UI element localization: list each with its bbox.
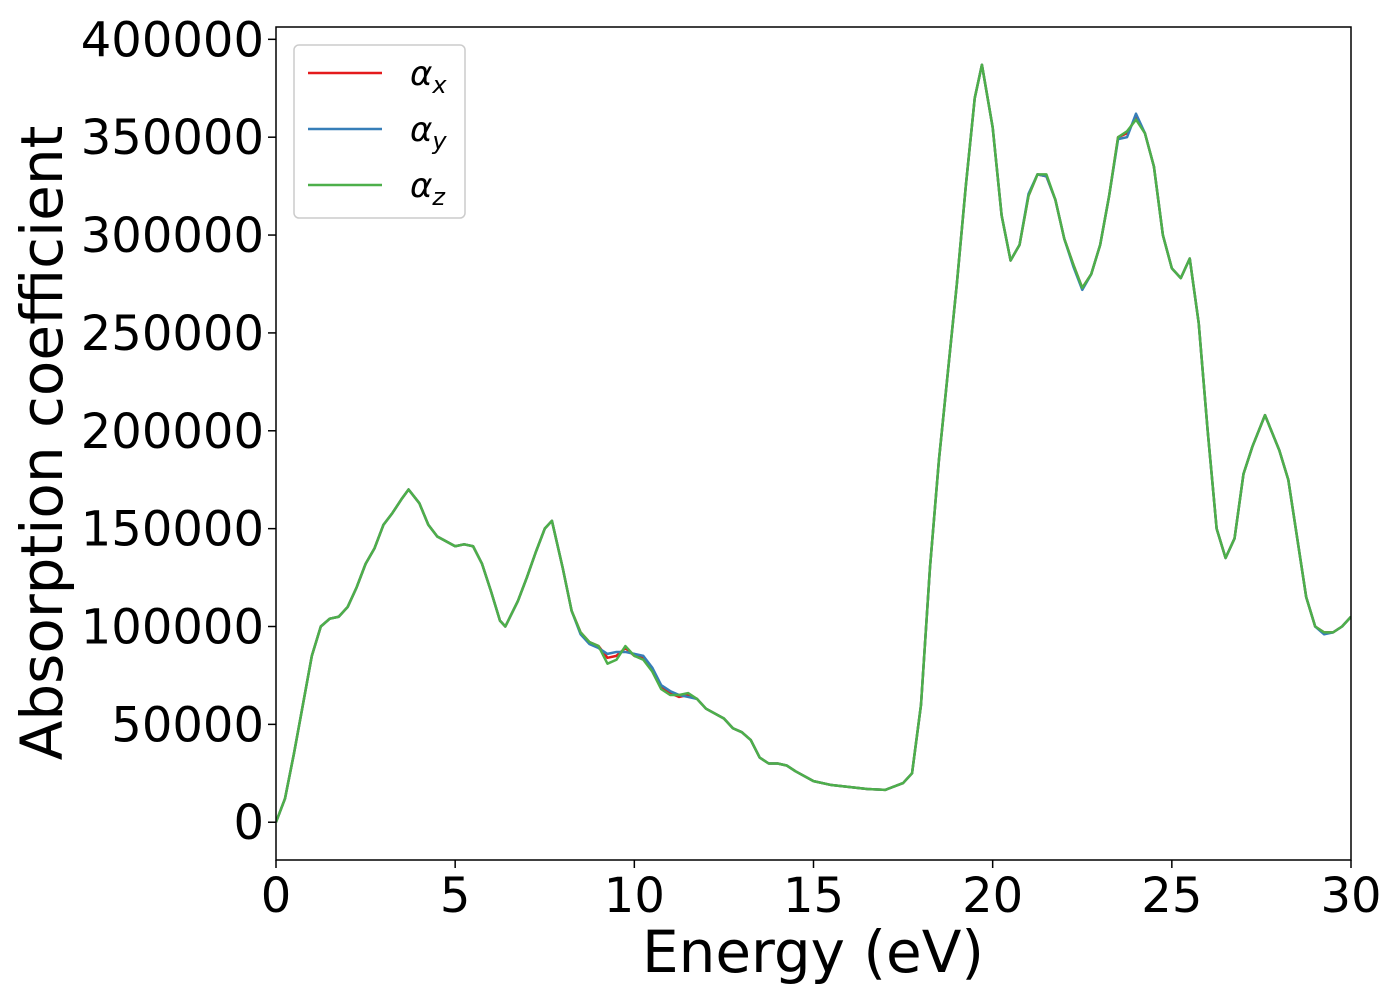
x-tick-label: 20: [962, 868, 1023, 924]
y-tick-label: 350000: [81, 110, 264, 166]
data-line: [276, 63, 1351, 823]
y-tick-label: 0: [233, 795, 264, 851]
y-tick-label: 400000: [81, 12, 264, 68]
x-tick-label: 25: [1141, 868, 1202, 924]
legend-label: αz: [410, 166, 446, 211]
plot-lines: [276, 63, 1351, 823]
legend: αx αy αz: [293, 44, 466, 219]
y-tick-label: 250000: [81, 306, 264, 362]
x-tick-label: 5: [440, 868, 471, 924]
legend-label: αx: [410, 54, 447, 99]
y-tick-label: 300000: [81, 208, 264, 264]
x-axis-label: Energy (eV): [642, 918, 984, 986]
y-tick-label: 100000: [81, 600, 264, 656]
y-tick-label: 50000: [111, 697, 264, 753]
x-tick-label: 10: [604, 868, 665, 924]
x-tick-label: 15: [783, 868, 844, 924]
y-tick-label: 200000: [81, 404, 264, 460]
legend-label: αy: [410, 110, 447, 155]
x-tick-label: 0: [261, 868, 292, 924]
legend-box: [293, 44, 466, 219]
x-tick-label: 30: [1320, 868, 1381, 924]
plot-frame: [275, 26, 1352, 861]
y-tick-label: 150000: [81, 502, 264, 558]
y-axis-label: Absorption coefficient: [8, 126, 76, 761]
